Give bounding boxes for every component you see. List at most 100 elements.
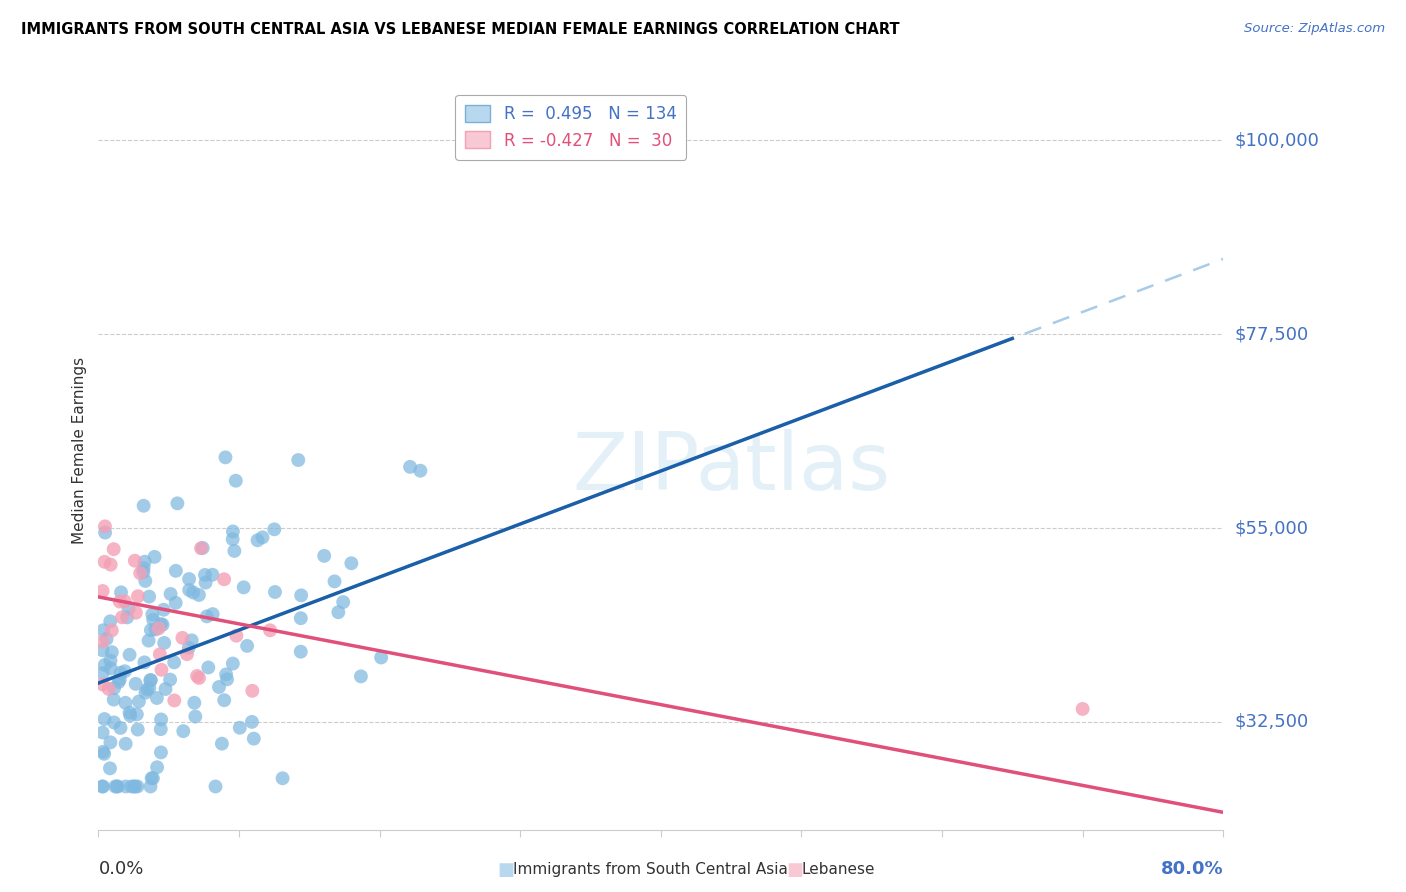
Point	[138, 590, 160, 604]
Point	[215, 667, 238, 681]
Point	[252, 530, 274, 544]
Point	[118, 648, 141, 662]
Point	[215, 673, 238, 687]
Point	[224, 544, 246, 558]
Point	[214, 450, 236, 465]
Point	[290, 645, 312, 659]
Point	[290, 611, 312, 625]
Point	[96, 632, 118, 646]
Point	[152, 617, 174, 632]
Point	[264, 585, 287, 599]
Point	[399, 459, 422, 474]
Point	[100, 558, 122, 572]
Point	[141, 607, 163, 622]
Point	[183, 696, 205, 710]
Point	[98, 761, 121, 775]
Point	[191, 541, 214, 555]
Point	[91, 725, 114, 739]
Point	[124, 554, 146, 568]
Point	[166, 496, 188, 510]
Point	[143, 623, 166, 637]
Point	[143, 549, 166, 564]
Point	[195, 609, 218, 624]
Text: $32,500: $32,500	[1234, 713, 1309, 731]
Point	[370, 650, 392, 665]
Point	[114, 594, 136, 608]
Text: Immigrants from South Central Asia: Immigrants from South Central Asia	[513, 863, 789, 877]
Point	[91, 780, 114, 794]
Point	[91, 643, 114, 657]
Text: ■: ■	[498, 861, 515, 879]
Point	[150, 713, 173, 727]
Point	[100, 653, 122, 667]
Point	[153, 636, 176, 650]
Point	[148, 621, 170, 635]
Point	[98, 615, 121, 629]
Point	[229, 721, 252, 735]
Point	[155, 681, 177, 696]
Point	[290, 588, 312, 602]
Point	[243, 731, 266, 746]
Point	[134, 555, 156, 569]
Text: ZIPatlas: ZIPatlas	[572, 429, 890, 507]
Point	[212, 693, 235, 707]
Point	[232, 580, 254, 594]
Point	[225, 474, 247, 488]
Point	[127, 780, 149, 794]
Point	[114, 696, 136, 710]
Point	[110, 665, 132, 680]
Point	[120, 708, 142, 723]
Point	[91, 745, 114, 759]
Point	[110, 721, 132, 735]
Text: ■: ■	[786, 861, 803, 879]
Point	[91, 780, 114, 794]
Point	[125, 606, 148, 620]
Point	[103, 542, 125, 557]
Point	[225, 629, 247, 643]
Point	[93, 555, 115, 569]
Point	[152, 603, 174, 617]
Point	[94, 519, 117, 533]
Text: 0.0%: 0.0%	[98, 860, 143, 878]
Point	[122, 780, 145, 794]
Point	[132, 561, 155, 575]
Point	[93, 657, 115, 672]
Text: $77,500: $77,500	[1234, 326, 1309, 343]
Point	[201, 567, 224, 582]
Point	[165, 564, 187, 578]
Point	[149, 648, 172, 662]
Point	[115, 610, 138, 624]
Point	[314, 549, 336, 563]
Point	[103, 715, 125, 730]
Point	[93, 712, 115, 726]
Point	[246, 533, 269, 548]
Point	[91, 666, 114, 681]
Point	[146, 691, 169, 706]
Point	[332, 595, 354, 609]
Point	[141, 771, 163, 785]
Point	[194, 575, 217, 590]
Point	[204, 780, 226, 794]
Point	[176, 647, 198, 661]
Text: $55,000: $55,000	[1234, 519, 1309, 537]
Point	[94, 525, 117, 540]
Point	[184, 709, 207, 723]
Point	[117, 601, 139, 615]
Point	[138, 633, 160, 648]
Point	[104, 780, 127, 794]
Point	[125, 707, 148, 722]
Point	[180, 633, 202, 648]
Point	[107, 780, 129, 794]
Point	[118, 706, 141, 720]
Point	[181, 585, 204, 599]
Text: Lebanese: Lebanese	[801, 863, 875, 877]
Point	[127, 589, 149, 603]
Point	[142, 772, 165, 786]
Point	[103, 681, 125, 695]
Point	[132, 499, 155, 513]
Point	[110, 585, 132, 599]
Point	[146, 760, 169, 774]
Point	[194, 568, 217, 582]
Point	[409, 464, 432, 478]
Point	[91, 584, 114, 599]
